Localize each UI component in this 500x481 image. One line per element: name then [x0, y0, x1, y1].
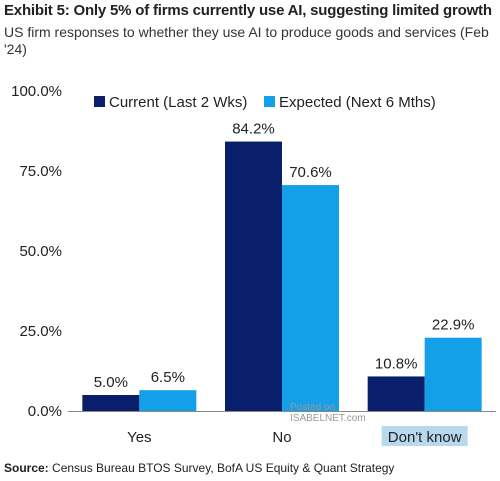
x-tick-label: Don't know: [388, 429, 462, 446]
y-axis: 0.0% 25.0% 50.0% 75.0% 100.0%: [11, 83, 62, 420]
bar-current: [82, 395, 140, 411]
legend-swatch-current: [94, 96, 105, 107]
data-label: 5.0%: [94, 374, 128, 391]
watermark-line1: Posted on: [290, 402, 336, 413]
x-axis: Yes No Don't know: [68, 411, 496, 446]
legend-label: Expected (Next 6 Mths): [279, 94, 436, 111]
data-label: 84.2%: [232, 121, 275, 138]
y-tick-label: 0.0%: [28, 403, 62, 420]
data-label: 22.9%: [432, 317, 475, 334]
watermark: Posted on ISABELNET.com: [290, 402, 366, 424]
source-note: Source: Census Bureau BTOS Survey, BofA …: [4, 461, 394, 475]
legend: Current (Last 2 Wks) Expected (Next 6 Mth…: [94, 94, 436, 111]
bar-expected: [424, 337, 482, 411]
source-prefix: Source:: [4, 461, 49, 475]
data-label: 10.8%: [375, 355, 418, 372]
bar-expected: [139, 390, 197, 411]
data-label: 70.6%: [289, 164, 332, 181]
y-tick-label: 25.0%: [19, 323, 62, 340]
y-tick-label: 50.0%: [19, 243, 62, 260]
chart-subtitle: US firm responses to whether they use AI…: [4, 24, 489, 57]
bar-current: [367, 376, 425, 411]
legend-swatch-expected: [264, 96, 275, 107]
watermark-line2: ISABELNET.com: [290, 413, 366, 424]
y-tick-label: 75.0%: [19, 163, 62, 180]
x-tick-label: Yes: [127, 429, 151, 446]
bars: 5.0% 6.5% 84.2% 70.6% 10.8% 22.9%: [82, 121, 482, 411]
bar-chart: 0.0% 25.0% 50.0% 75.0% 100.0% 5.0% 6.5% 84.2% 7…: [11, 83, 496, 446]
source-text: Census Bureau BTOS Survey, BofA US Equit…: [52, 461, 395, 475]
y-tick-label: 100.0%: [11, 83, 62, 100]
legend-label: Current (Last 2 Wks): [109, 94, 247, 111]
bar-current: [225, 141, 282, 411]
x-tick-label: No: [272, 429, 291, 446]
category-highlight: [381, 426, 468, 446]
bar-expected: [282, 185, 339, 411]
chart-title: Exhibit 5: Only 5% of firms currently us…: [4, 2, 492, 19]
data-label: 6.5%: [151, 369, 185, 386]
